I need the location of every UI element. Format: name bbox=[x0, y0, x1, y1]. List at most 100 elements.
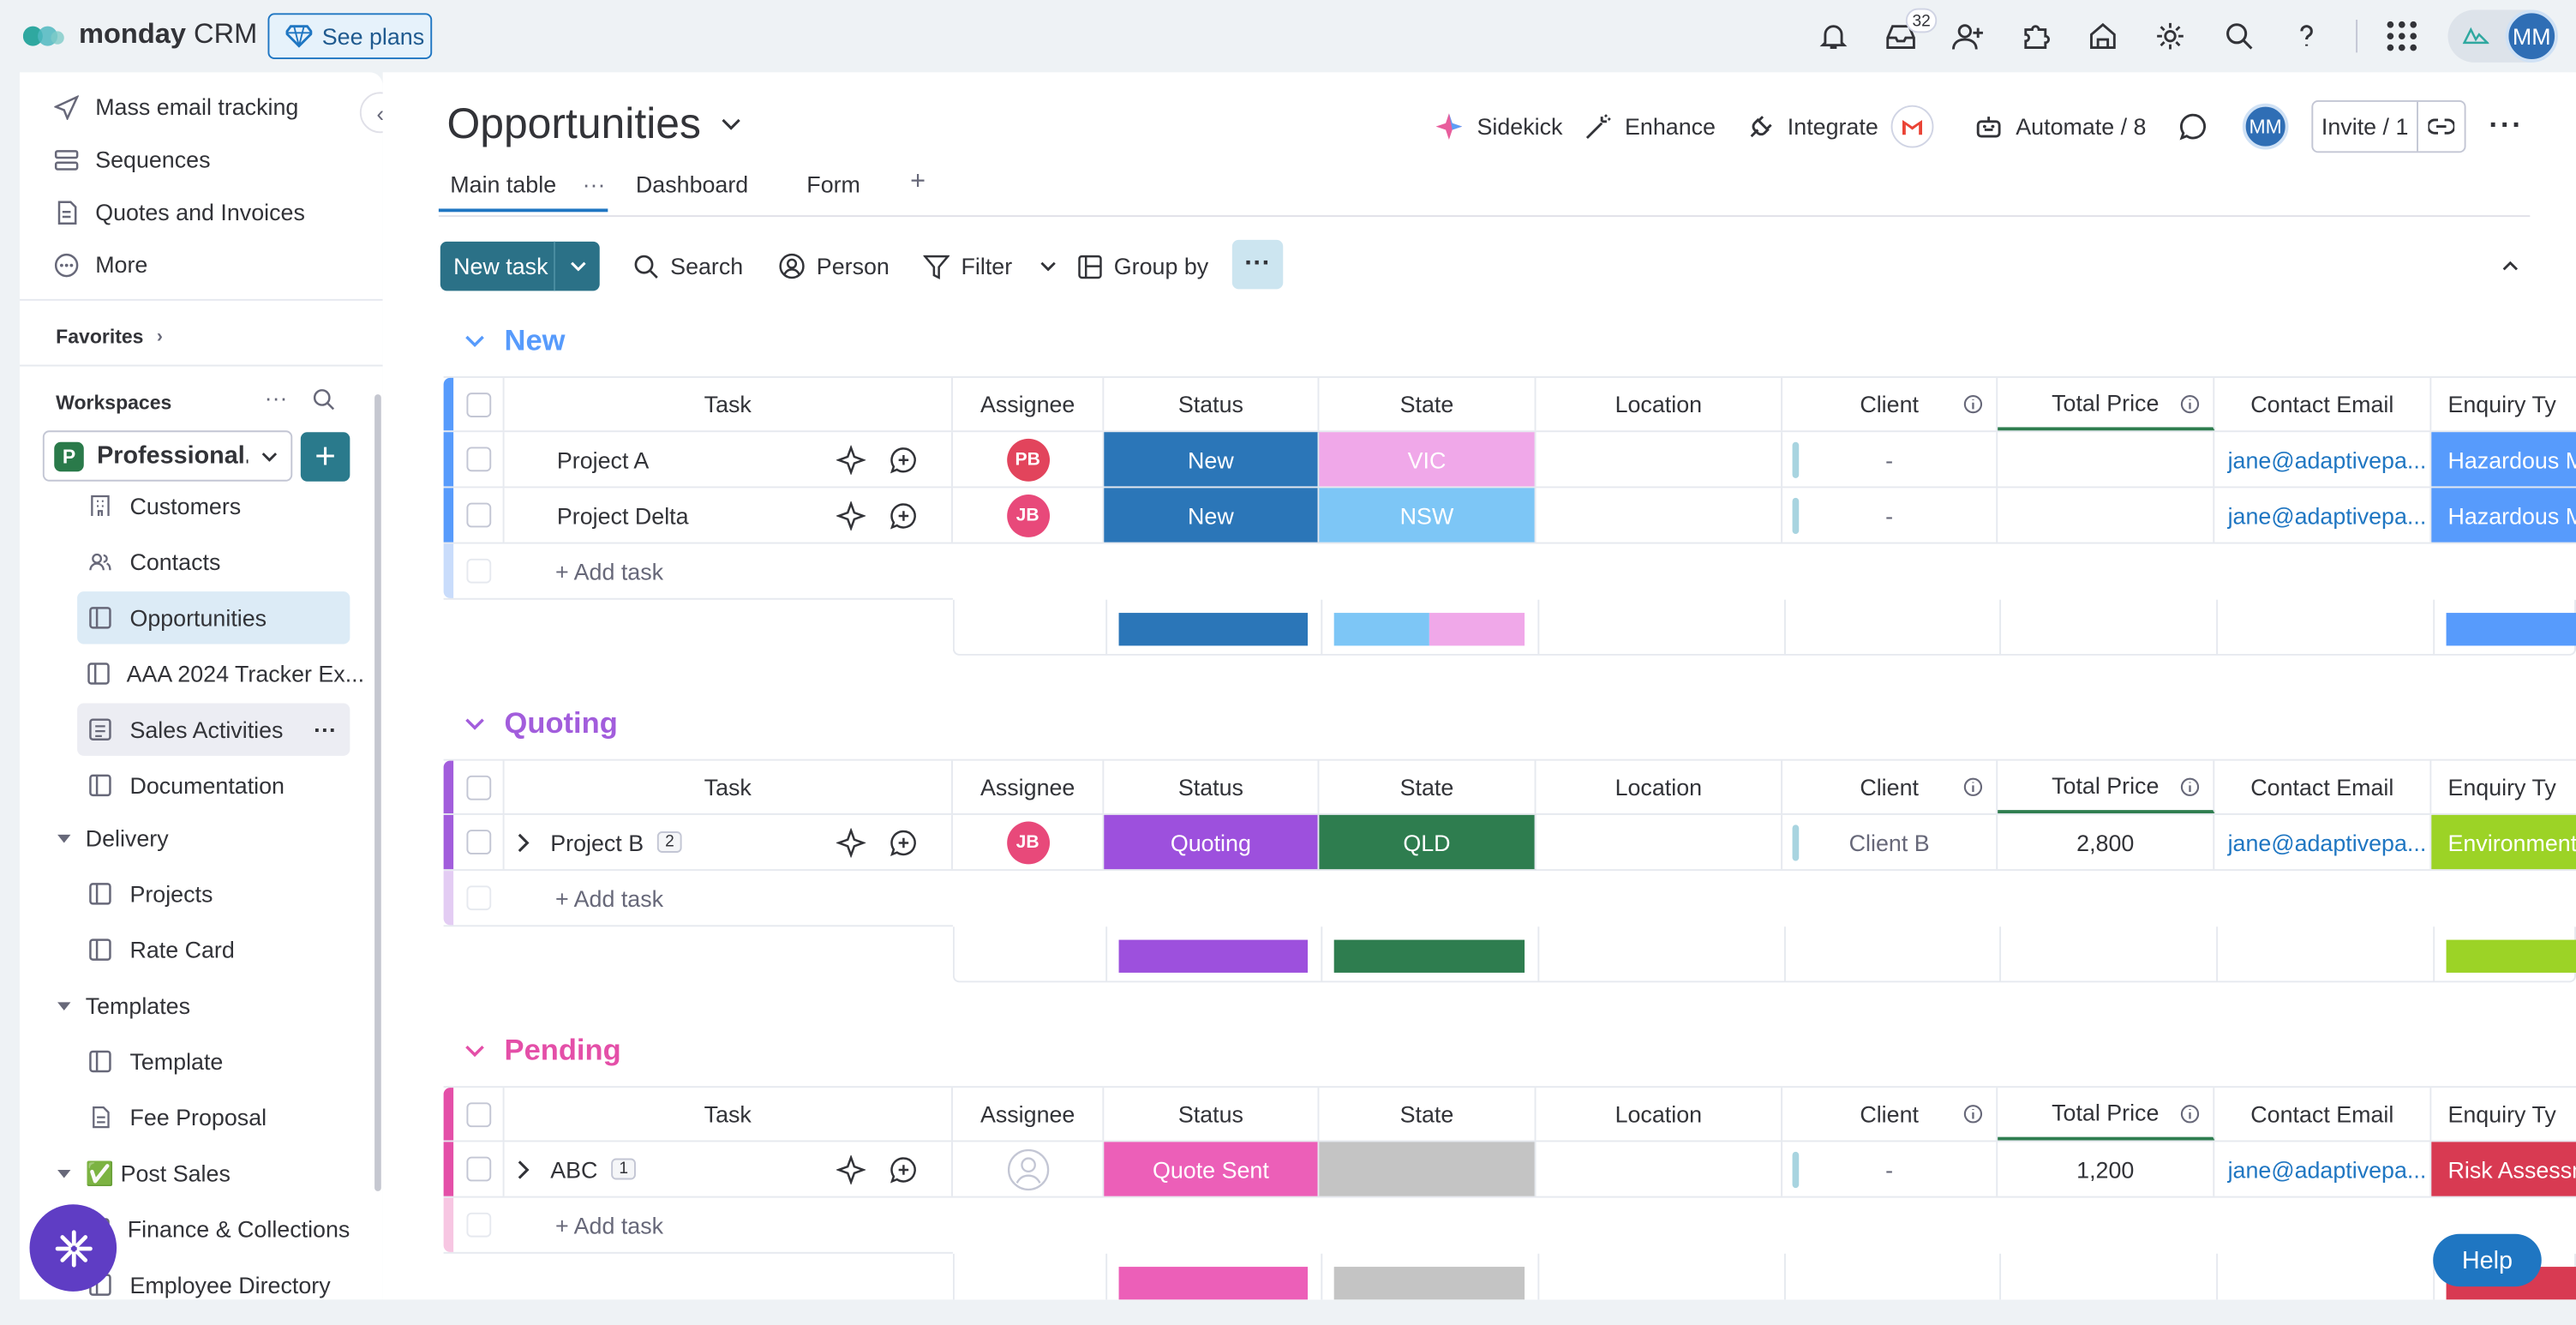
enquiry-summary-bar[interactable] bbox=[2446, 939, 2576, 973]
sidekick-button[interactable]: Sidekick bbox=[1435, 105, 1562, 148]
add-task-input[interactable]: + Add task bbox=[554, 558, 664, 585]
location-cell[interactable] bbox=[1536, 488, 1783, 543]
invite-button[interactable]: Invite / 1 bbox=[2313, 101, 2418, 152]
task-name[interactable]: Project A bbox=[556, 446, 650, 473]
sidebar-item-documentation[interactable]: Documentation bbox=[77, 759, 350, 812]
client-cell[interactable]: - bbox=[1782, 1142, 1998, 1196]
templates-icon[interactable] bbox=[2083, 16, 2123, 56]
sidebar-item-projects[interactable]: Projects bbox=[77, 867, 350, 920]
select-all-checkbox[interactable] bbox=[466, 775, 492, 800]
assignee-avatar[interactable]: JB bbox=[1006, 494, 1050, 537]
enquiry-type-cell[interactable]: Hazardous M bbox=[2431, 488, 2576, 543]
add-view-button[interactable]: + bbox=[910, 167, 926, 196]
sidebar-item-mass-email-tracking[interactable]: Mass email tracking bbox=[52, 81, 298, 133]
location-cell[interactable] bbox=[1536, 1142, 1783, 1196]
column-header-enquiry[interactable]: Enquiry Ty bbox=[2431, 761, 2576, 813]
invite-member-icon[interactable] bbox=[1949, 16, 1988, 56]
column-header-state[interactable]: State bbox=[1319, 760, 1537, 813]
state-summary-bar[interactable] bbox=[1333, 939, 1525, 973]
workspaces-more-icon[interactable]: ··· bbox=[264, 384, 288, 411]
sidebar-item-rate-card[interactable]: Rate Card bbox=[77, 923, 350, 975]
info-icon[interactable] bbox=[1963, 394, 1983, 414]
product-switcher-grid-icon[interactable] bbox=[2382, 16, 2422, 56]
enquiry-type-cell[interactable]: Risk Assessm bbox=[2431, 1142, 2576, 1196]
status-cell[interactable]: Quoting bbox=[1104, 814, 1320, 870]
state-cell[interactable] bbox=[1319, 1142, 1537, 1196]
contact-email-cell[interactable]: jane@adaptivepa... bbox=[2214, 488, 2432, 543]
location-cell[interactable] bbox=[1536, 432, 1783, 487]
sidebar-item-aaa-2024-tracker[interactable]: AAA 2024 Tracker Ex... bbox=[77, 647, 364, 699]
table-row[interactable]: ABC 1 Quote Sent - 1,200 jane@adaptivepa... Ri… bbox=[443, 1142, 2576, 1198]
expand-subitems-chevron-icon[interactable] bbox=[518, 832, 530, 852]
group-title-quoting[interactable]: Quoting bbox=[465, 706, 618, 740]
assignee-cell[interactable] bbox=[953, 1142, 1105, 1196]
column-header-email[interactable]: Contact Email bbox=[2214, 760, 2432, 813]
column-header-enquiry[interactable]: Enquiry Ty bbox=[2431, 378, 2576, 430]
updates-chat-icon[interactable] bbox=[2178, 111, 2208, 141]
info-icon[interactable] bbox=[2180, 1104, 2200, 1124]
sidebar-item-opportunities[interactable]: Opportunities bbox=[77, 591, 350, 645]
info-icon[interactable] bbox=[2180, 777, 2200, 797]
column-header-client[interactable]: Client bbox=[1782, 760, 1998, 813]
tab-main-table[interactable]: Main table ··· bbox=[438, 171, 608, 213]
favorites-section[interactable]: Favorites › bbox=[56, 326, 163, 349]
ai-sparkle-icon[interactable] bbox=[835, 500, 866, 531]
expand-subitems-chevron-icon[interactable] bbox=[518, 1160, 530, 1179]
task-name[interactable]: Project Delta bbox=[556, 501, 689, 529]
add-task-row[interactable]: + Add task bbox=[443, 871, 953, 927]
group-collapse-chevron-icon[interactable] bbox=[465, 717, 485, 730]
column-header-status[interactable]: Status bbox=[1104, 377, 1320, 431]
column-header-state[interactable]: State bbox=[1319, 377, 1537, 431]
column-header-client[interactable]: Client bbox=[1782, 1088, 1998, 1141]
contact-email-cell[interactable]: jane@adaptivepa... bbox=[2214, 814, 2432, 870]
search-icon[interactable] bbox=[2220, 16, 2259, 56]
person-filter-button[interactable]: Person bbox=[779, 243, 890, 290]
column-header-status[interactable]: Status bbox=[1104, 1088, 1320, 1141]
inbox-icon[interactable] bbox=[1881, 16, 1920, 56]
enquiry-summary-bar[interactable] bbox=[2446, 613, 2576, 646]
sidebar-item-sales-activities[interactable]: Sales Activities ··· bbox=[77, 703, 350, 756]
filter-dropdown-icon[interactable] bbox=[1040, 261, 1057, 272]
contact-email-link[interactable]: jane@adaptivepa... bbox=[2227, 501, 2427, 529]
collapse-toolbar-icon[interactable] bbox=[2494, 249, 2526, 282]
sidebar-item-more[interactable]: More bbox=[52, 238, 147, 291]
column-header-state[interactable]: State bbox=[1319, 1088, 1537, 1141]
sidebar-folder[interactable]: Templates bbox=[56, 980, 190, 1032]
state-cell[interactable]: NSW bbox=[1319, 488, 1537, 543]
sidebar-folder[interactable]: ✅ Post Sales bbox=[56, 1147, 231, 1199]
new-task-button[interactable]: New task bbox=[440, 241, 600, 291]
client-cell[interactable]: - bbox=[1782, 488, 1998, 543]
column-header-location[interactable]: Location bbox=[1536, 760, 1783, 813]
group-by-button[interactable]: Group by bbox=[1078, 243, 1208, 290]
assignee-avatar[interactable]: PB bbox=[1006, 437, 1050, 481]
contact-email-link[interactable]: jane@adaptivepa... bbox=[2227, 1155, 2427, 1183]
task-cell[interactable]: Project B 2 bbox=[502, 814, 802, 870]
sidebar-item-finance-collections[interactable]: Finance & Collections bbox=[77, 1202, 350, 1255]
task-name[interactable]: Project B bbox=[550, 829, 644, 855]
row-checkbox[interactable] bbox=[466, 447, 492, 472]
see-plans-button[interactable]: See plans bbox=[267, 13, 433, 60]
assignee-avatar[interactable]: JB bbox=[1006, 820, 1050, 864]
status-cell[interactable]: New bbox=[1104, 488, 1320, 543]
column-header-status[interactable]: Status bbox=[1104, 760, 1320, 813]
column-header-task[interactable]: Task bbox=[502, 760, 953, 813]
add-update-chat-icon[interactable] bbox=[888, 445, 918, 475]
enquiry-type-cell[interactable]: Hazardous M bbox=[2431, 432, 2576, 487]
status-cell[interactable]: New bbox=[1104, 432, 1320, 487]
sidebar-item-contacts[interactable]: Contacts bbox=[77, 536, 350, 588]
group-title-pending[interactable]: Pending bbox=[465, 1034, 621, 1068]
table-row[interactable]: Project B 2 JB Quoting QLD Client B 2,800 jane@… bbox=[443, 814, 2576, 872]
assignee-cell[interactable]: JB bbox=[953, 814, 1105, 870]
table-row[interactable]: Project Delta JB New NSW - jane@adaptivepa...… bbox=[443, 488, 2576, 544]
automate-button[interactable]: Automate / 8 bbox=[1974, 105, 2146, 148]
task-cell[interactable]: Project Delta bbox=[502, 488, 802, 543]
task-name[interactable]: ABC bbox=[550, 1155, 598, 1183]
row-checkbox[interactable] bbox=[466, 1156, 492, 1182]
column-header-email[interactable]: Contact Email bbox=[2214, 1088, 2432, 1141]
add-to-workspace-button[interactable]: + bbox=[300, 432, 350, 482]
workspace-selector[interactable]: P Professional... bbox=[42, 430, 293, 482]
settings-gear-icon[interactable] bbox=[2150, 16, 2190, 56]
add-task-row[interactable]: + Add task bbox=[443, 1197, 953, 1254]
status-cell[interactable]: Quote Sent bbox=[1104, 1142, 1320, 1196]
state-cell[interactable]: QLD bbox=[1319, 814, 1537, 870]
